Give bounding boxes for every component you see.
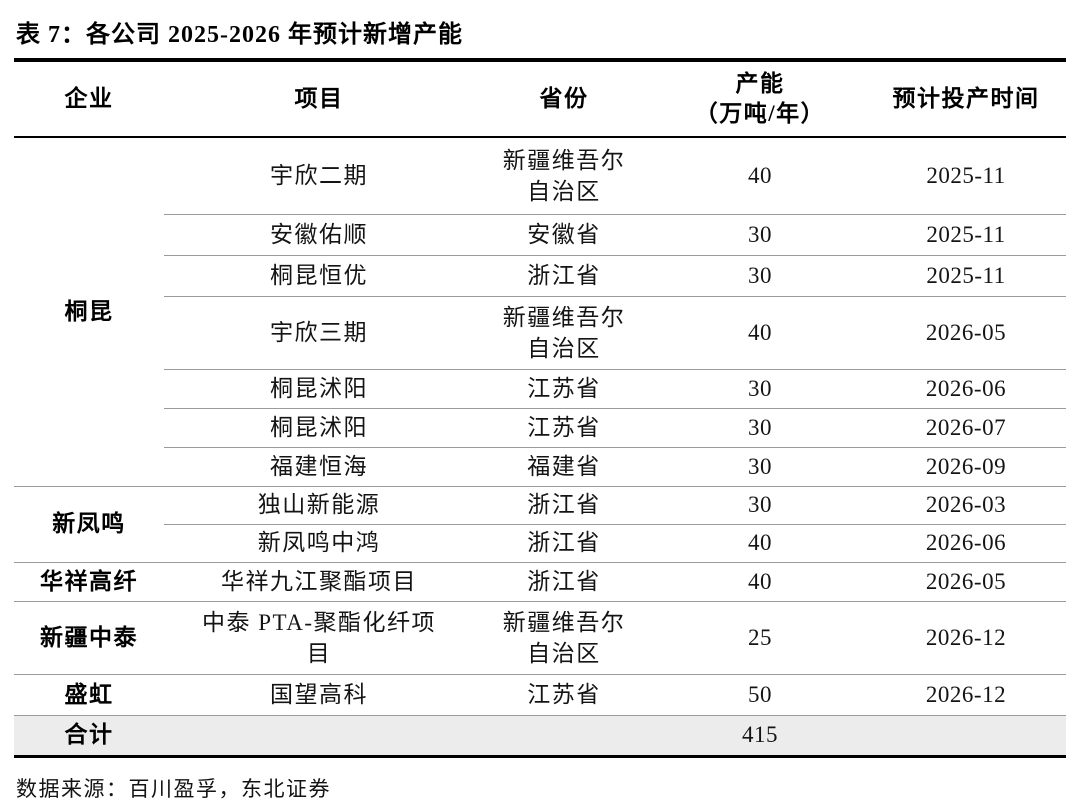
total-date-cell <box>866 715 1066 758</box>
project-cell: 桐昆沭阳 <box>164 369 474 409</box>
province-text: 新疆维吾尔自治区 <box>502 304 626 361</box>
capacity-cell: 30 <box>654 447 866 487</box>
total-project-cell <box>164 715 474 758</box>
company-cell: 新疆中泰 <box>14 601 164 675</box>
company-cell: 新凤鸣 <box>14 486 164 563</box>
province-cell: 新疆维吾尔自治区 <box>474 601 654 675</box>
province-cell: 浙江省 <box>474 486 654 525</box>
project-cell: 华祥九江聚酯项目 <box>164 562 474 602</box>
col-header-capacity-line2: （万吨/年） <box>694 101 826 126</box>
capacity-cell: 50 <box>654 674 866 716</box>
capacity-cell: 40 <box>654 562 866 602</box>
capacity-cell: 40 <box>748 162 772 188</box>
date-cell: 2026-05 <box>866 296 1066 370</box>
capacity-table: 企业 项目 省份 产能 （万吨/年） 预计投产时间 桐昆 宇欣二期 新疆维吾尔自… <box>14 62 1066 758</box>
total-capacity-cell: 415 <box>654 715 866 758</box>
province-cell: 浙江省 <box>474 255 654 297</box>
province-cell: 安徽省 <box>474 214 654 256</box>
table-row: 桐昆沭阳 江苏省 30 2026-06 <box>14 369 1066 409</box>
province-text: 新疆维吾尔自治区 <box>502 609 626 666</box>
province-cell: 新疆维吾尔自治区 <box>474 137 654 215</box>
capacity-cell: 40 <box>654 296 866 370</box>
col-header-date: 预计投产时间 <box>866 62 1066 138</box>
project-text: 中泰 PTA-聚酯化纤项目 <box>201 609 437 666</box>
table-row: 新凤鸣中鸿 浙江省 40 2026-06 <box>14 524 1066 563</box>
col-header-project: 项目 <box>164 62 474 138</box>
project-cell: 桐昆恒优 <box>164 255 474 297</box>
province-cell: 江苏省 <box>474 674 654 716</box>
capacity-cell: 30 <box>654 369 866 409</box>
company-cell: 盛虹 <box>14 674 164 716</box>
province-text: 新疆维吾尔自治区 <box>502 147 626 204</box>
province-cell: 江苏省 <box>474 408 654 448</box>
table-row: 新疆中泰 中泰 PTA-聚酯化纤项目 新疆维吾尔自治区 25 2026-12 <box>14 601 1066 675</box>
col-header-capacity: 产能 （万吨/年） <box>654 62 866 138</box>
province-cell: 浙江省 <box>474 562 654 602</box>
col-header-province: 省份 <box>474 62 654 138</box>
capacity-cell: 30 <box>654 486 866 525</box>
project-cell: 福建恒海 <box>164 447 474 487</box>
project-cell: 独山新能源 <box>164 486 474 525</box>
total-province-cell <box>474 715 654 758</box>
project-cell: 安徽佑顺 <box>164 214 474 256</box>
date-cell: 2025-11 <box>866 255 1066 297</box>
table-row: 桐昆恒优 浙江省 30 2025-11 <box>14 255 1066 297</box>
header-row: 企业 项目 省份 产能 （万吨/年） 预计投产时间 <box>14 62 1066 138</box>
company-cell: 桐昆 <box>64 298 114 324</box>
date-cell: 2026-07 <box>866 408 1066 448</box>
table-row: 桐昆沭阳 江苏省 30 2026-07 <box>14 408 1066 448</box>
province-cell: 福建省 <box>474 447 654 487</box>
project-cell: 桐昆沭阳 <box>164 408 474 448</box>
title-top-rule <box>14 58 1066 62</box>
date-cell: 2026-05 <box>866 562 1066 602</box>
project-cell: 新凤鸣中鸿 <box>164 524 474 563</box>
total-label-cell: 合计 <box>14 715 164 758</box>
province-cell: 新疆维吾尔自治区 <box>474 296 654 370</box>
date-cell: 2025-11 <box>866 214 1066 256</box>
table-row: 宇欣三期 新疆维吾尔自治区 40 2026-05 <box>14 296 1066 370</box>
table-row: 安徽佑顺 安徽省 30 2025-11 <box>14 214 1066 256</box>
project-cell: 国望高科 <box>164 674 474 716</box>
province-cell: 江苏省 <box>474 369 654 409</box>
project-cell: 宇欣三期 <box>164 296 474 370</box>
table-row: 福建恒海 福建省 30 2026-09 <box>14 447 1066 487</box>
company-cell: 华祥高纤 <box>14 562 164 602</box>
project-cell: 宇欣二期 <box>270 162 368 188</box>
col-header-capacity-line1: 产能 <box>735 70 785 96</box>
table-row: 桐昆 宇欣二期 新疆维吾尔自治区 40 2025-11 <box>14 137 1066 324</box>
table-row: 盛虹 国望高科 江苏省 50 2026-12 <box>14 674 1066 716</box>
table-row: 华祥高纤 华祥九江聚酯项目 浙江省 40 2026-05 <box>14 562 1066 602</box>
capacity-cell: 30 <box>654 255 866 297</box>
date-cell: 2026-12 <box>866 601 1066 675</box>
province-cell: 浙江省 <box>474 524 654 563</box>
capacity-cell: 30 <box>654 408 866 448</box>
project-cell: 中泰 PTA-聚酯化纤项目 <box>164 601 474 675</box>
table-row: 新凤鸣 独山新能源 浙江省 30 2026-03 <box>14 486 1066 563</box>
date-cell: 2026-03 <box>866 486 1066 525</box>
date-cell: 2025-11 <box>926 162 1006 188</box>
date-cell: 2026-09 <box>866 447 1066 487</box>
date-cell: 2026-06 <box>866 369 1066 409</box>
capacity-cell: 25 <box>654 601 866 675</box>
col-header-company: 企业 <box>14 62 164 138</box>
capacity-cell: 30 <box>654 214 866 256</box>
table-title: 表 7：各公司 2025-2026 年预计新增产能 <box>16 22 463 48</box>
total-row: 合计 415 <box>14 715 1066 758</box>
date-cell: 2026-06 <box>866 524 1066 563</box>
capacity-cell: 40 <box>654 524 866 563</box>
date-cell: 2026-12 <box>866 674 1066 716</box>
